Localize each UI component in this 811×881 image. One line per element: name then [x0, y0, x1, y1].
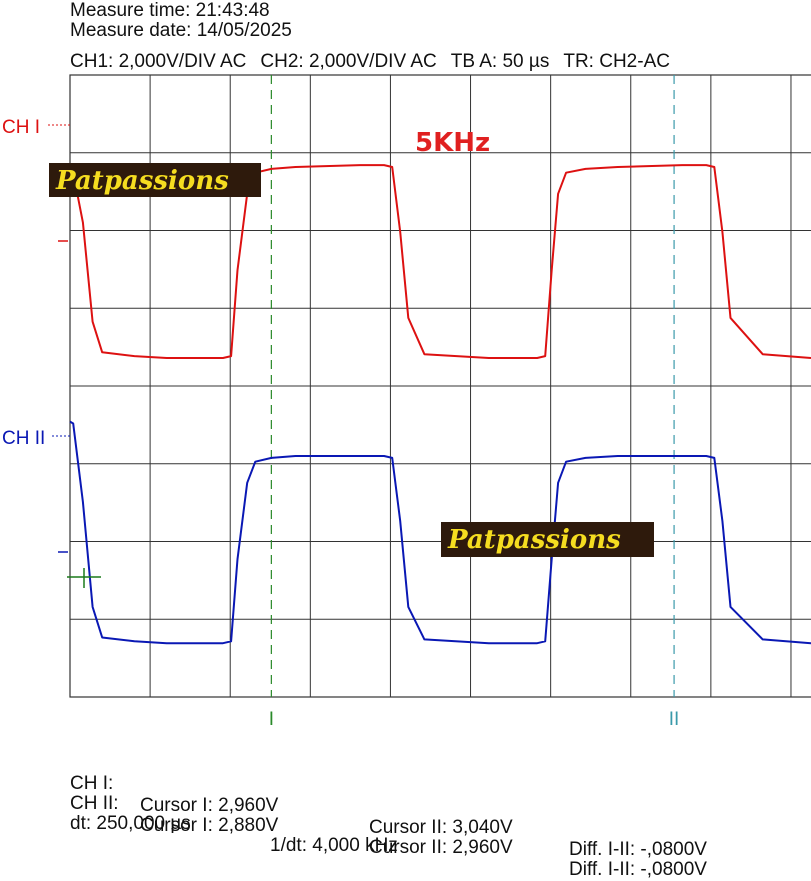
trace-ch1	[69, 164, 811, 359]
footer-ch1-label: CH I:	[70, 773, 114, 794]
trigger-marker	[67, 568, 101, 588]
ch2-setting: CH2: 2,000V/DIV AC	[260, 51, 437, 72]
ch1-label: CH I	[2, 117, 40, 138]
footer-ch1-diff: Diff. I-II: -,0800V	[569, 839, 707, 860]
settings-line: CH1: 2,000V/DIV AC CH2: 2,000V/DIV AC TB A…	[70, 51, 684, 73]
measure-date: Measure date: 14/05/2025	[70, 20, 292, 41]
watermark-2: Patpassions	[441, 522, 654, 557]
cursor-1-label: I	[269, 709, 274, 730]
ch2-label: CH II	[2, 428, 45, 449]
measure-time: Measure time: 21:43:48	[70, 0, 270, 21]
traces	[69, 164, 811, 645]
cursor-lines	[270, 75, 675, 697]
watermark-2-text: Patpassions	[447, 525, 621, 555]
scope-display: CH I CH II 5KHz Patpassions Patpassions …	[2, 74, 811, 730]
trigger-setting: TR: CH2-AC	[563, 51, 670, 72]
graticule	[69, 74, 811, 698]
footer-ch2-label: CH II:	[70, 793, 119, 814]
cursor-2-label: II	[669, 709, 680, 730]
footer-ch2-diff: Diff. I-II: -,0800V	[569, 859, 707, 880]
timebase-setting: TB A: 50 µs	[450, 51, 550, 72]
watermark-1-text: Patpassions	[55, 166, 229, 196]
ch1-setting: CH1: 2,000V/DIV AC	[70, 51, 247, 72]
watermark-1: Patpassions	[49, 163, 261, 197]
trace-ch2	[69, 420, 811, 645]
footer-dt-row: dt: 250,000 µs 1/dt: 4,000 kHz	[70, 791, 398, 857]
footer-inv-dt: 1/dt: 4,000 kHz	[270, 835, 398, 856]
frequency-annotation: 5KHz	[415, 128, 490, 158]
footer-dt: dt: 250,000 µs	[70, 813, 191, 834]
